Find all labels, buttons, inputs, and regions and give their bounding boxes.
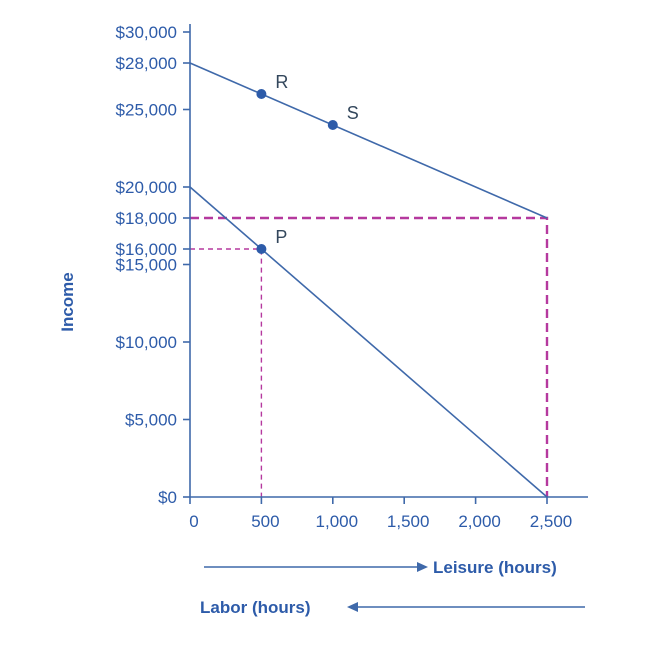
point-label-r: R: [275, 72, 288, 92]
upper-budget-line: [189, 62, 548, 219]
point-s: [327, 120, 338, 130]
x-tick-label: 2,500: [530, 512, 573, 531]
x-tick-label: 2,000: [458, 512, 501, 531]
axes: [189, 24, 588, 498]
labor-arrow-head-icon: [347, 602, 358, 612]
lower-budget-line: [189, 186, 548, 498]
dashed-guides: [190, 216, 549, 497]
x-tick-label: 500: [251, 512, 279, 531]
x-tick-label: 0: [189, 512, 198, 531]
y-tick-label: $30,000: [116, 23, 177, 42]
x-tick-label: 1,500: [387, 512, 430, 531]
y-axis-label: Income: [58, 272, 77, 332]
point-label-s: S: [347, 103, 359, 123]
budget-lines: [189, 62, 548, 498]
income-18000-guide: [190, 216, 549, 497]
point-r: [256, 89, 267, 99]
y-tick-label: $0: [158, 488, 177, 507]
x-axis-label-leisure: Leisure (hours): [433, 558, 557, 577]
data-points: R S P: [256, 72, 359, 254]
y-tick-label: $20,000: [116, 178, 177, 197]
y-tick-label: $18,000: [116, 209, 177, 228]
y-tick-label: $15,000: [116, 256, 177, 275]
x-axis-label-labor: Labor (hours): [200, 598, 311, 617]
point-label-p: P: [275, 227, 287, 247]
x-tick-label: 1,000: [316, 512, 359, 531]
leisure-arrow-head-icon: [417, 562, 428, 572]
y-tick-label: $16,000: [116, 240, 177, 259]
tick-marks-and-labels: $0 $5,000 $10,000 $15,000$16,000 $18,000 $20,…: [116, 23, 573, 531]
y-tick-label: $25,000: [116, 101, 177, 120]
point-p: [256, 244, 267, 254]
y-tick-label: $10,000: [116, 333, 177, 352]
y-tick-label: $28,000: [116, 54, 177, 73]
y-tick-label: $5,000: [125, 411, 177, 430]
direction-arrows: [204, 562, 585, 612]
point-p-guide: [190, 248, 263, 497]
